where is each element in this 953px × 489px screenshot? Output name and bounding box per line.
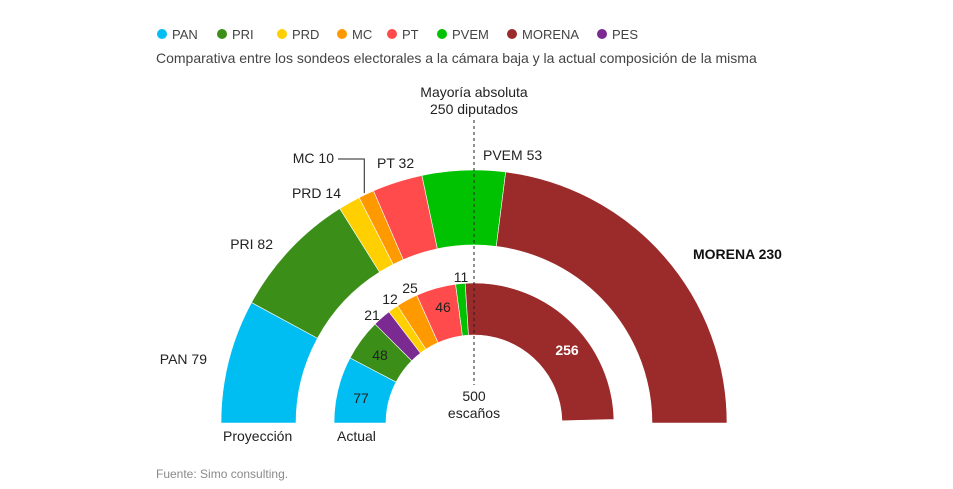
data-label-actual-pri: 48 (372, 347, 388, 363)
legend-dot-pri (217, 29, 227, 39)
data-label-proyecci-n-prd: PRD 14 (292, 185, 341, 201)
legend-label-pri: PRI (232, 27, 254, 42)
majority-label-line1: Mayoría absoluta (420, 84, 528, 100)
legend: PAN PRI PRD MC PT PVEM MORENA PES (157, 27, 638, 42)
legend-dot-pt (387, 29, 397, 39)
data-label-proyecci-n-pri: PRI 82 (230, 236, 273, 252)
arc-actual-morena (464, 282, 615, 422)
legend-dot-pes (597, 29, 607, 39)
data-label-actual-pt: 46 (435, 299, 451, 315)
legend-label-prd: PRD (292, 27, 319, 42)
data-label-actual-prd: 12 (382, 291, 398, 307)
legend-dot-pan (157, 29, 167, 39)
legend-dot-pvem (437, 29, 447, 39)
data-label-actual-pvem: 11 (454, 269, 469, 285)
arcs-group (220, 169, 728, 424)
data-label-proyecci-n-mc: MC 10 (293, 150, 334, 166)
legend-dot-morena (507, 29, 517, 39)
chart-subtitle: Comparativa entre los sondeos electorale… (156, 50, 757, 66)
data-labels: PAN 79 PRI 82 PRD 14 MC 10 PT 32 PVEM 53 MOREN… (160, 147, 782, 406)
legend-label-pan: PAN (172, 27, 198, 42)
data-label-actual-mc: 25 (402, 280, 418, 296)
legend-label-pes: PES (612, 27, 638, 42)
arc-proyecci-n-morena (495, 171, 728, 424)
legend-label-pt: PT (402, 27, 419, 42)
legend-dot-prd (277, 29, 287, 39)
total-seats-line1: 500 (462, 388, 486, 404)
series-label-proyeccion: Proyección (223, 428, 292, 444)
legend-label-morena: MORENA (522, 27, 579, 42)
data-label-actual-morena: 256 (555, 342, 579, 358)
data-label-proyecci-n-pt: PT 32 (377, 155, 414, 171)
legend-label-pvem: PVEM (452, 27, 489, 42)
data-label-proyecci-n-morena: MORENA 230 (693, 246, 782, 262)
leader-lines (338, 158, 365, 194)
source-note: Fuente: Simo consulting. (156, 467, 288, 481)
series-label-actual: Actual (337, 428, 376, 444)
data-label-actual-pan: 77 (353, 390, 369, 406)
data-label-actual-pes: 21 (364, 307, 380, 323)
data-label-proyecci-n-pvem: PVEM 53 (483, 147, 542, 163)
leader-line-mc (338, 158, 365, 194)
data-label-proyecci-n-pan: PAN 79 (160, 351, 207, 367)
total-seats-line2: escaños (448, 405, 500, 421)
majority-label-line2: 250 diputados (430, 101, 518, 117)
legend-dot-mc (337, 29, 347, 39)
legend-label-mc: MC (352, 27, 372, 42)
